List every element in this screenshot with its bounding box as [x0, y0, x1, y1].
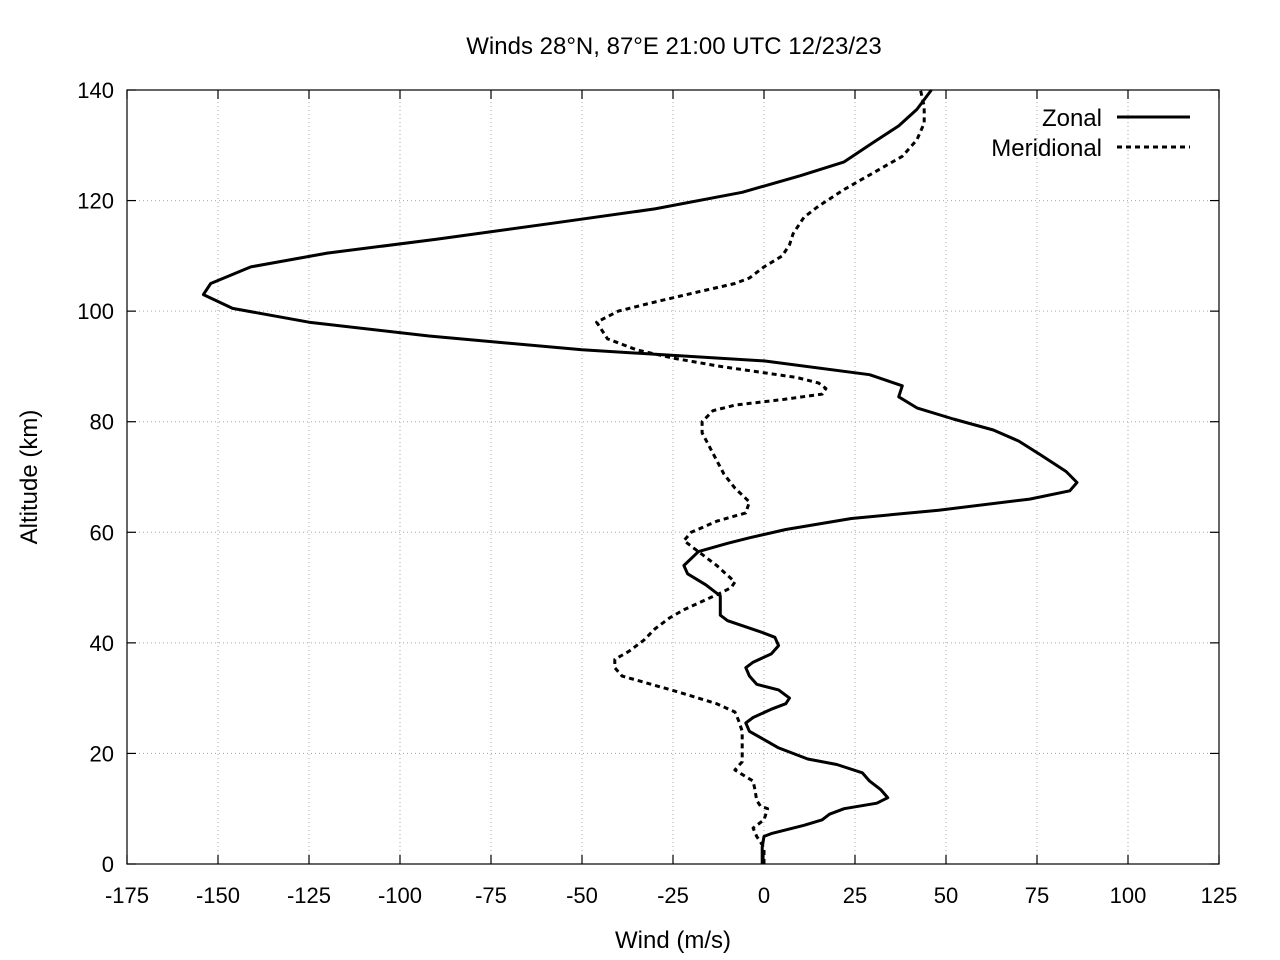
series-layer	[201, 89, 1079, 864]
y-tick-label: 20	[90, 741, 114, 766]
x-tick-label: -100	[378, 883, 422, 908]
x-tick-label: 75	[1025, 883, 1049, 908]
y-tick-label: 0	[102, 852, 114, 877]
legend: Zonal Meridional	[991, 105, 1190, 162]
x-tick-label: -75	[475, 883, 507, 908]
x-tick-label: 125	[1201, 883, 1238, 908]
chart-title: Winds 28°N, 87°E 21:00 UTC 12/23/23	[466, 33, 881, 60]
y-tick-label: 140	[77, 78, 114, 103]
y-tick-label: 120	[77, 189, 114, 214]
plot-frame	[126, 89, 1220, 865]
legend-label-meridional: Meridional	[991, 135, 1102, 162]
y-tick-label: 40	[90, 631, 114, 656]
x-axis-label: Wind (m/s)	[615, 927, 731, 954]
x-tick-label: -50	[566, 883, 598, 908]
series-line-zonal	[201, 89, 1079, 864]
x-tick-label: 0	[758, 883, 770, 908]
legend-label-zonal: Zonal	[1042, 105, 1102, 132]
y-axis-label: Altitude (km)	[16, 410, 43, 545]
x-tick-label: -125	[287, 883, 331, 908]
x-tick-label: -25	[657, 883, 689, 908]
x-tick-label: 50	[934, 883, 958, 908]
y-tick-label: 60	[90, 520, 114, 545]
y-tick-labels: 0 20 40 60 80 100 120 140	[77, 78, 114, 877]
grid	[127, 90, 1219, 864]
series-line-meridional	[595, 89, 926, 864]
x-tick-label: -175	[105, 883, 149, 908]
x-tick-labels: -175 -150 -125 -100 -75 -50 -25 0 25 50 75 100 125	[105, 883, 1237, 908]
x-tick-label: 25	[843, 883, 867, 908]
x-tick-label: 100	[1110, 883, 1147, 908]
x-tick-label: -150	[196, 883, 240, 908]
y-tick-label: 80	[90, 410, 114, 435]
y-tick-label: 100	[77, 299, 114, 324]
